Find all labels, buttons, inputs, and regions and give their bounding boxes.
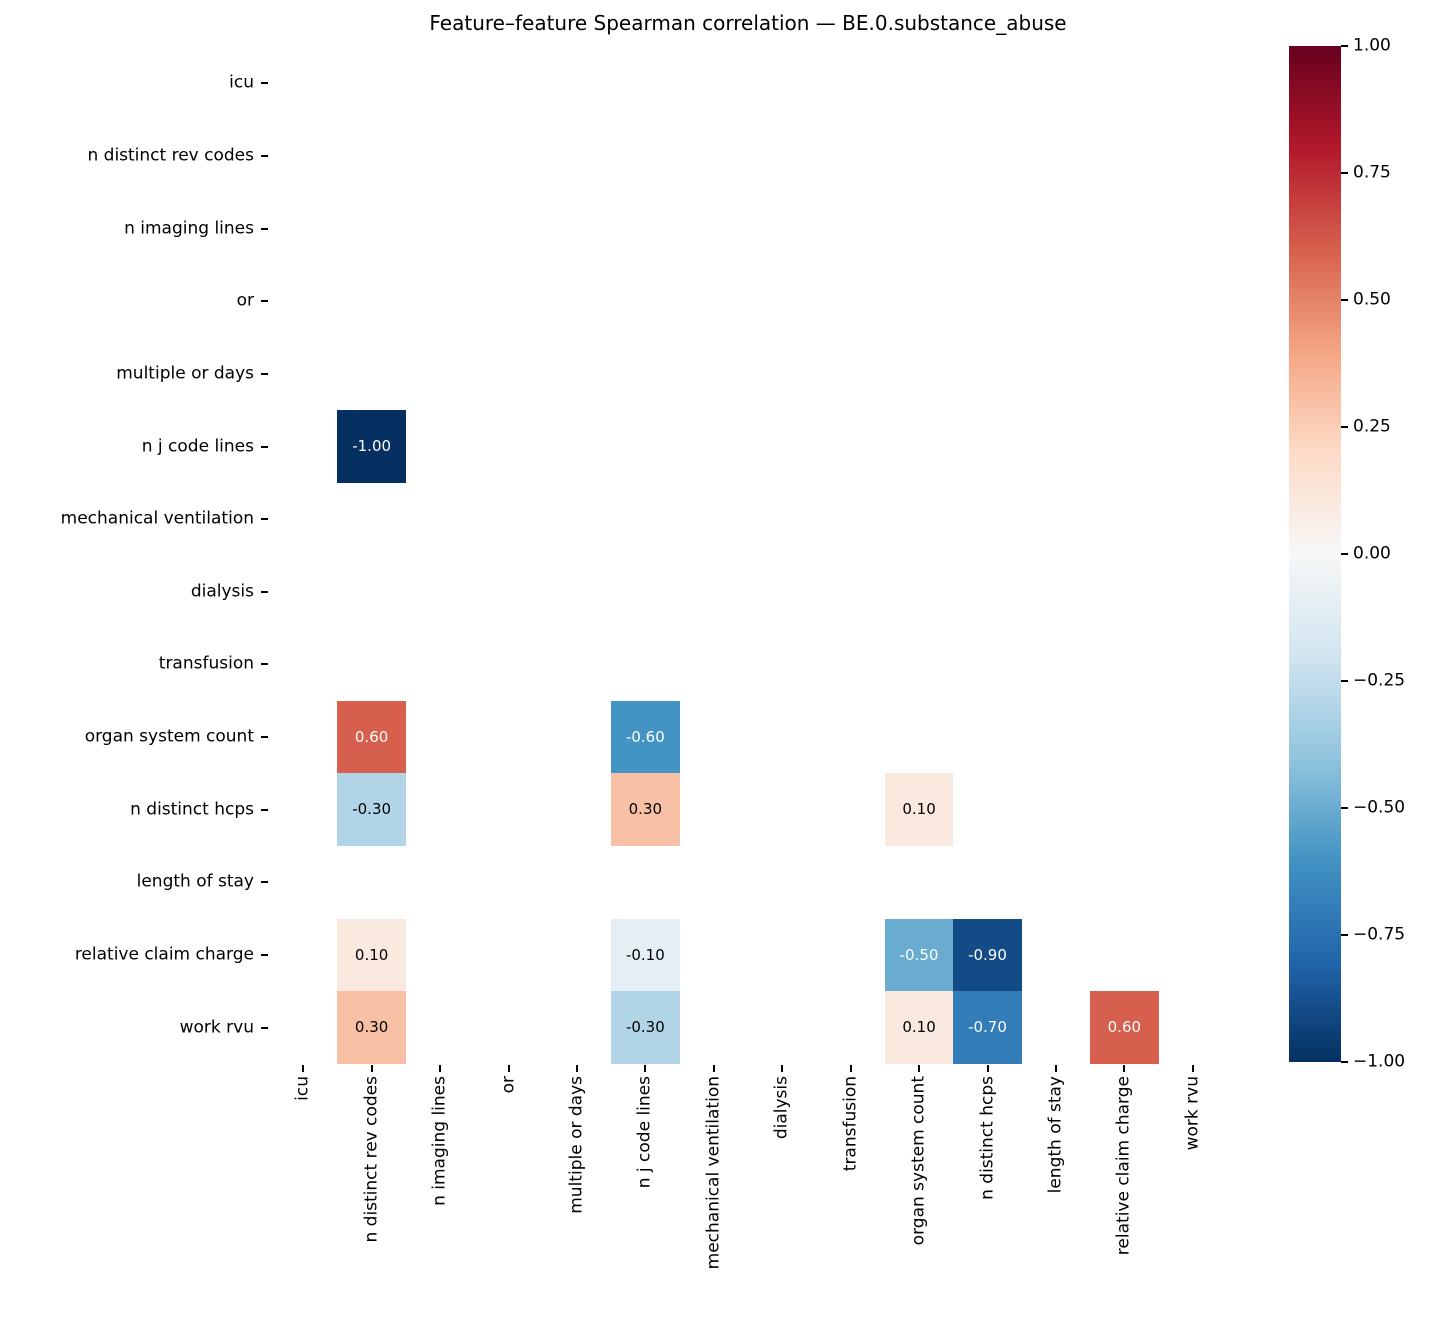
colorbar-tick-label: 0.50 — [1353, 289, 1391, 310]
x-tick-mark — [1054, 1065, 1057, 1072]
colorbar-tick-mark — [1341, 807, 1348, 809]
colorbar-tick-mark — [1341, 172, 1348, 174]
y-tick-label-work-rvu: work rvu — [179, 1017, 254, 1038]
colorbar-tick-mark — [1341, 934, 1348, 936]
colorbar-tick-mark — [1341, 1061, 1348, 1063]
y-tick-label-transfusion: transfusion — [158, 653, 254, 674]
x-tick-mark — [986, 1065, 989, 1072]
heatmap-cell-work-rvu--n-j-code-lines: -0.30 — [611, 991, 680, 1064]
y-tick-mark — [261, 518, 268, 521]
x-tick-label-transfusion: transfusion — [840, 1076, 861, 1172]
y-tick-label-dialysis: dialysis — [190, 581, 254, 602]
y-tick-label-multiple-or-days: multiple or days — [116, 363, 254, 384]
colorbar-tick-label: −0.75 — [1353, 924, 1406, 945]
x-tick-mark — [644, 1065, 647, 1072]
x-tick-mark — [439, 1065, 442, 1072]
colorbar-tick-label: −0.50 — [1353, 797, 1406, 818]
x-tick-label-mechanical-ventilation: mechanical ventilation — [703, 1076, 724, 1270]
x-tick-mark — [302, 1065, 305, 1072]
y-tick-mark — [261, 590, 268, 593]
x-tick-label-relative-claim-charge: relative claim charge — [1113, 1076, 1134, 1256]
colorbar-tick-label: −1.00 — [1353, 1051, 1406, 1072]
heatmap-cell-n-distinct-hcps--organ-system-count: 0.10 — [884, 773, 954, 847]
x-tick-mark — [1123, 1065, 1126, 1072]
y-tick-label-relative-claim-charge: relative claim charge — [74, 944, 254, 965]
y-tick-mark — [261, 663, 268, 666]
x-tick-mark — [849, 1065, 852, 1072]
heatmap-cell-work-rvu--n-distinct-rev-codes: 0.30 — [337, 991, 406, 1064]
x-tick-mark — [781, 1065, 784, 1072]
x-tick-label-n-distinct-rev-codes: n distinct rev codes — [361, 1076, 382, 1243]
y-tick-mark — [261, 736, 268, 739]
y-tick-label-n-j-code-lines: n j code lines — [141, 436, 254, 457]
y-tick-label-n-distinct-rev-codes: n distinct rev codes — [87, 145, 254, 166]
y-tick-mark — [261, 445, 268, 448]
y-tick-mark — [261, 1026, 268, 1029]
colorbar-tick-mark — [1341, 299, 1348, 301]
x-tick-mark — [370, 1065, 373, 1072]
colorbar-tick-label: 0.25 — [1353, 416, 1391, 437]
x-tick-mark — [712, 1065, 715, 1072]
y-tick-label-icu: icu — [229, 72, 254, 93]
x-tick-label-or: or — [498, 1076, 518, 1094]
y-tick-label-n-imaging-lines: n imaging lines — [124, 218, 254, 239]
x-tick-mark — [575, 1065, 578, 1072]
colorbar-tick-label: 1.00 — [1353, 35, 1391, 56]
colorbar-tick-label: 0.00 — [1353, 543, 1391, 564]
heatmap-cell-relative-claim-charge--n-distinct-rev-codes: 0.10 — [337, 918, 406, 992]
x-tick-label-n-distinct-hcps: n distinct hcps — [977, 1076, 997, 1200]
x-tick-label-length-of-stay: length of stay — [1045, 1076, 1066, 1194]
heatmap-cell-n-distinct-hcps--n-j-code-lines: 0.30 — [611, 773, 680, 847]
y-tick-mark — [261, 154, 268, 157]
heatmap-cell-relative-claim-charge--n-distinct-hcps: -0.90 — [953, 918, 1022, 992]
x-tick-label-dialysis: dialysis — [771, 1076, 792, 1140]
heatmap-cell-n-j-code-lines--n-distinct-rev-codes: -1.00 — [337, 410, 406, 483]
colorbar-tick-mark — [1341, 45, 1348, 47]
x-tick-mark — [507, 1065, 510, 1072]
colorbar-gradient — [1289, 46, 1341, 1062]
x-tick-label-n-j-code-lines: n j code lines — [634, 1076, 655, 1189]
heatmap-cell-organ-system-count--n-j-code-lines: -0.60 — [611, 700, 680, 774]
heatmap-cell-relative-claim-charge--organ-system-count: -0.50 — [884, 918, 954, 992]
colorbar-tick-mark — [1341, 426, 1348, 428]
chart-title: Feature–feature Spearman correlation — B… — [429, 11, 1067, 35]
heatmap-cell-organ-system-count--n-distinct-rev-codes: 0.60 — [337, 700, 406, 774]
heatmap-cell-work-rvu--relative-claim-charge: 0.60 — [1090, 991, 1159, 1064]
y-tick-mark — [261, 954, 268, 957]
x-tick-label-multiple-or-days: multiple or days — [566, 1076, 587, 1214]
y-tick-mark — [261, 372, 268, 375]
y-tick-label-or: or — [236, 290, 254, 311]
y-tick-label-n-distinct-hcps: n distinct hcps — [130, 799, 254, 820]
heatmap-cell-n-distinct-hcps--n-distinct-rev-codes: -0.30 — [337, 773, 406, 847]
y-tick-mark — [261, 300, 268, 303]
x-tick-mark — [1191, 1065, 1194, 1072]
x-tick-label-n-imaging-lines: n imaging lines — [429, 1076, 450, 1206]
colorbar-tick-label: 0.75 — [1353, 162, 1391, 183]
y-tick-label-length-of-stay: length of stay — [136, 871, 254, 892]
y-tick-label-mechanical-ventilation: mechanical ventilation — [60, 508, 254, 529]
heatmap-cell-relative-claim-charge--n-j-code-lines: -0.10 — [611, 918, 680, 992]
colorbar-tick-label: −0.25 — [1353, 670, 1406, 691]
colorbar-tick-mark — [1341, 680, 1348, 682]
colorbar-tick-mark — [1341, 553, 1348, 555]
y-tick-mark — [261, 82, 268, 85]
x-tick-label-work-rvu: work rvu — [1182, 1076, 1203, 1151]
y-tick-label-organ-system-count: organ system count — [84, 726, 254, 747]
heatmap-cell-work-rvu--organ-system-count: 0.10 — [884, 991, 954, 1064]
heatmap-cell-work-rvu--n-distinct-hcps: -0.70 — [953, 991, 1022, 1064]
y-tick-mark — [261, 227, 268, 230]
y-tick-mark — [261, 808, 268, 811]
x-tick-label-organ-system-count: organ system count — [908, 1076, 929, 1246]
x-tick-mark — [918, 1065, 921, 1072]
y-tick-mark — [261, 881, 268, 884]
x-tick-label-icu: icu — [292, 1076, 313, 1101]
